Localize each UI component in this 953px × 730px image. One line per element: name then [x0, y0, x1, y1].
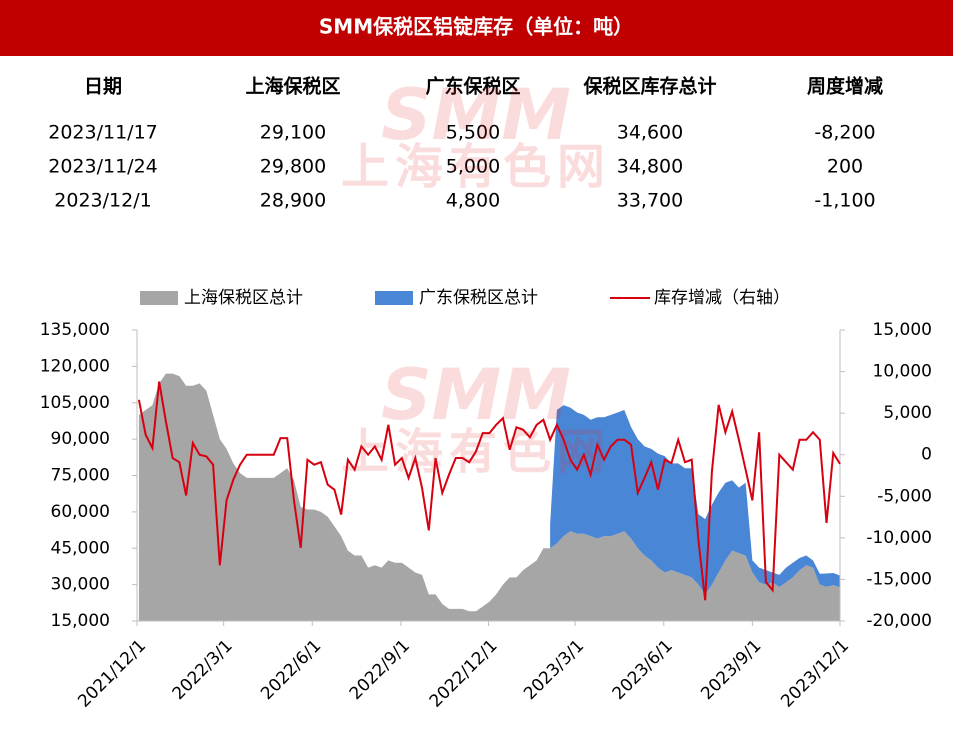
y-tick-label: 15,000	[51, 611, 110, 631]
x-tick-label: 2023/6/1	[609, 636, 677, 704]
table-cell: 29,800	[260, 156, 326, 178]
legend-label: 库存增减（右轴）	[654, 288, 790, 308]
title-band	[0, 0, 953, 56]
table-header: 广东保税区	[425, 75, 520, 98]
y2-tick-label: 10,000	[873, 362, 932, 382]
x-tick-label: 2023/12/1	[777, 636, 853, 712]
table-cell: 34,800	[617, 156, 683, 178]
table-cell: 200	[827, 156, 863, 178]
table-header: 日期	[84, 76, 122, 98]
y-tick-label: 105,000	[40, 393, 110, 413]
x-tick-label: 2023/3/1	[520, 636, 588, 704]
x-tick-label: 2022/12/1	[426, 636, 502, 712]
legend-swatch	[375, 291, 413, 305]
x-tick-label: 2021/12/1	[74, 636, 150, 712]
y-tick-label: 60,000	[51, 502, 110, 522]
table-cell: 34,600	[617, 122, 683, 144]
y2-tick-label: 5,000	[883, 403, 932, 423]
table-cell: 2023/12/1	[54, 190, 151, 212]
line	[137, 381, 841, 601]
watermark-name: 上海有色网	[341, 424, 611, 480]
table-header: 上海保税区	[245, 75, 340, 98]
table-header: 保税区库存总计	[582, 75, 716, 98]
x-tick-label: 2022/3/1	[169, 636, 237, 704]
table-cell: 5,500	[446, 122, 500, 144]
table-cell: 2023/11/24	[48, 156, 158, 178]
watermark-logo: SMM	[381, 354, 571, 436]
table-cell: 29,100	[260, 122, 326, 144]
table-cell: 33,700	[617, 190, 683, 212]
table-cell: 5,000	[446, 156, 500, 178]
y2-tick-label: -10,000	[866, 528, 932, 548]
table-cell: 28,900	[260, 190, 326, 212]
table-cell: -8,200	[814, 122, 875, 144]
legend-label: 广东保税区总计	[419, 288, 538, 308]
table-cell: 2023/11/17	[48, 122, 158, 144]
x-tick-label: 2022/6/1	[257, 636, 325, 704]
y2-tick-label: -15,000	[866, 569, 932, 589]
area	[138, 373, 840, 621]
y2-tick-label: 15,000	[873, 320, 932, 340]
legend-label: 上海保税区总计	[184, 288, 303, 308]
y-tick-label: 120,000	[40, 356, 110, 376]
y2-tick-label: -5,000	[877, 486, 932, 506]
y2-tick-label: -20,000	[866, 611, 932, 631]
watermark-name: 上海有色网	[341, 139, 611, 195]
y-tick-label: 30,000	[51, 575, 110, 595]
y2-tick-label: 0	[921, 445, 932, 465]
page-title: SMM保税区铝锭库存（单位：吨）	[319, 15, 633, 39]
watermark-logo: SMM	[381, 74, 571, 156]
y-tick-label: 45,000	[51, 538, 110, 558]
table-cell: -1,100	[814, 190, 875, 212]
table-cell: 4,800	[446, 190, 500, 212]
x-tick-label: 2022/9/1	[346, 636, 414, 704]
table-header: 周度增减	[807, 75, 883, 98]
y-tick-label: 75,000	[51, 466, 110, 486]
legend-swatch	[140, 291, 178, 305]
y-tick-label: 135,000	[40, 320, 110, 340]
x-tick-label: 2023/9/1	[697, 636, 765, 704]
y-tick-label: 90,000	[51, 429, 110, 449]
